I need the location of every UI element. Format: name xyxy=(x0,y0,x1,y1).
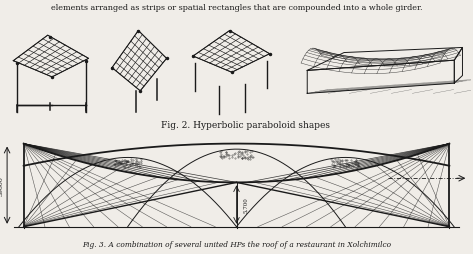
Text: Fig. 2. Hyperbolic paraboloid shapes: Fig. 2. Hyperbolic paraboloid shapes xyxy=(161,121,331,130)
Text: elements arranged as strips or spatial rectangles that are compounded into a who: elements arranged as strips or spatial r… xyxy=(51,4,422,12)
Text: Fig. 3. A combination of several united HPs the roof of a restaurant in Xolchimi: Fig. 3. A combination of several united … xyxy=(82,240,391,248)
Text: 39600: 39600 xyxy=(0,176,3,195)
Text: 5,700: 5,700 xyxy=(244,197,249,213)
